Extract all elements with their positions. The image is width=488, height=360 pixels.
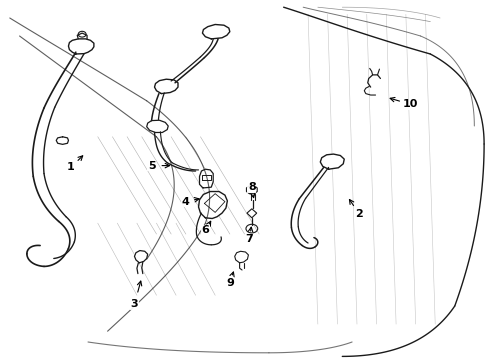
Polygon shape bbox=[246, 209, 256, 218]
Polygon shape bbox=[68, 39, 94, 54]
Text: 3: 3 bbox=[130, 299, 138, 309]
Text: 1: 1 bbox=[67, 162, 75, 172]
Text: 4: 4 bbox=[182, 197, 189, 207]
Text: 5: 5 bbox=[147, 161, 155, 171]
Text: 6: 6 bbox=[201, 225, 209, 235]
Polygon shape bbox=[134, 251, 147, 263]
Polygon shape bbox=[202, 24, 229, 39]
Text: 2: 2 bbox=[355, 209, 363, 219]
Polygon shape bbox=[320, 154, 344, 169]
Polygon shape bbox=[56, 137, 68, 144]
Polygon shape bbox=[234, 251, 248, 263]
Text: 9: 9 bbox=[225, 278, 233, 288]
Circle shape bbox=[78, 44, 84, 49]
Text: 7: 7 bbox=[245, 234, 253, 244]
Polygon shape bbox=[199, 169, 213, 188]
Text: 10: 10 bbox=[402, 99, 418, 109]
Polygon shape bbox=[198, 192, 227, 219]
Polygon shape bbox=[146, 120, 168, 132]
Text: 8: 8 bbox=[247, 182, 255, 192]
Polygon shape bbox=[246, 186, 257, 194]
Polygon shape bbox=[154, 79, 178, 94]
